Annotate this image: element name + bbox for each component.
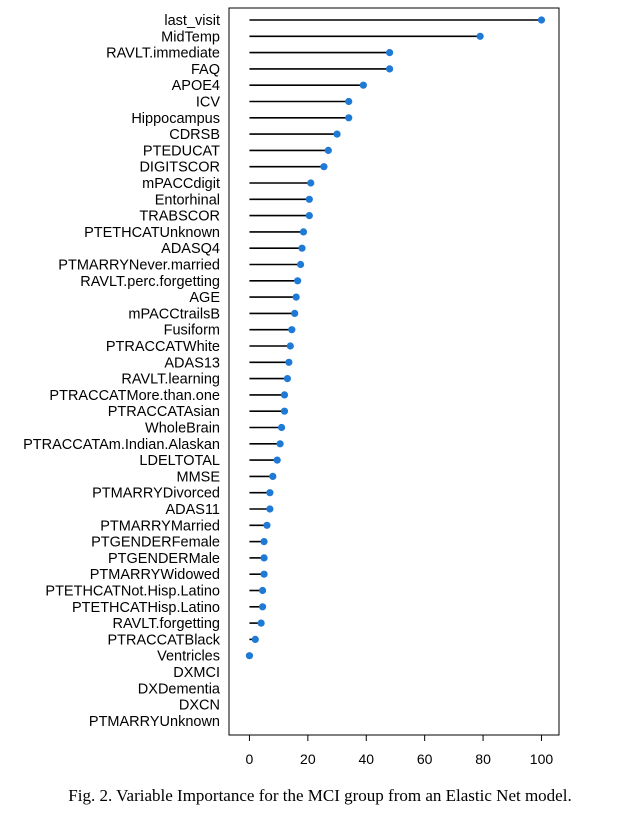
category-label: MidTemp bbox=[161, 29, 220, 45]
data-point bbox=[269, 472, 277, 480]
category-label: PTRACCATWhite bbox=[106, 339, 220, 355]
category-label: DXMCI bbox=[173, 665, 220, 681]
data-point bbox=[299, 228, 308, 236]
data-point bbox=[476, 32, 484, 40]
data-point bbox=[333, 130, 341, 138]
data-point bbox=[280, 407, 289, 415]
data-point bbox=[251, 635, 259, 644]
data-point bbox=[257, 619, 265, 627]
category-label: PTRACCATAm.Indian.Alaskan bbox=[23, 437, 220, 453]
x-tick-label: 60 bbox=[417, 751, 433, 767]
category-label: PTRACCATMore.than.one bbox=[49, 388, 220, 404]
data-point bbox=[305, 195, 313, 203]
data-point bbox=[260, 538, 268, 546]
category-label: DXCN bbox=[179, 698, 220, 714]
data-point bbox=[296, 260, 305, 269]
data-point bbox=[285, 358, 293, 366]
category-label: PTETHCATUnknown bbox=[84, 225, 220, 241]
category-label: Entorhinal bbox=[155, 192, 220, 208]
category-label: PTMARRYNever.married bbox=[58, 258, 220, 274]
x-tick-label: 40 bbox=[358, 751, 374, 767]
category-label: RAVLT.forgetting bbox=[113, 616, 220, 632]
data-point bbox=[283, 375, 292, 383]
category-label: PTGENDERMale bbox=[108, 551, 220, 567]
data-point bbox=[245, 652, 254, 660]
x-tick-label: 100 bbox=[530, 751, 554, 767]
category-label: WholeBrain bbox=[145, 421, 220, 437]
data-point bbox=[359, 81, 367, 89]
data-point bbox=[258, 586, 267, 595]
category-label: FAQ bbox=[191, 62, 220, 78]
data-point bbox=[320, 163, 328, 171]
category-label: PTETHCATNot.Hisp.Latino bbox=[45, 584, 220, 600]
data-point bbox=[273, 456, 281, 464]
data-point bbox=[276, 440, 284, 448]
category-label: Ventricles bbox=[157, 649, 220, 665]
category-label: RAVLT.perc.forgetting bbox=[80, 274, 220, 290]
category-label: ADASQ4 bbox=[161, 241, 220, 257]
data-point bbox=[305, 212, 313, 220]
x-tick-label: 20 bbox=[300, 751, 316, 767]
category-label: PTMARRYUnknown bbox=[89, 714, 220, 730]
plot-frame bbox=[228, 7, 560, 736]
category-label: PTEDUCAT bbox=[143, 143, 220, 159]
data-point bbox=[324, 146, 332, 154]
x-axis: 0 20 40 60 80 100 bbox=[246, 735, 554, 767]
category-label: PTMARRYMarried bbox=[100, 518, 220, 534]
category-label: PTRACCATBlack bbox=[107, 632, 220, 648]
data-point bbox=[288, 326, 296, 334]
data-point bbox=[258, 603, 267, 611]
category-label: AGE bbox=[189, 290, 220, 306]
chart-marks bbox=[245, 16, 546, 660]
category-label: DXDementia bbox=[138, 681, 221, 697]
category-label: mPACCdigit bbox=[142, 176, 220, 192]
category-label: PTMARRYWidowed bbox=[90, 567, 220, 583]
category-label: PTGENDERFemale bbox=[91, 535, 220, 551]
category-label: DIGITSCOR bbox=[139, 160, 220, 176]
data-point bbox=[277, 423, 286, 432]
data-point bbox=[298, 244, 306, 252]
category-label: PTRACCATAsian bbox=[108, 404, 220, 420]
data-point bbox=[260, 570, 268, 578]
data-point bbox=[292, 293, 300, 301]
x-tick-label: 0 bbox=[246, 751, 254, 767]
category-label: ADAS11 bbox=[165, 502, 220, 518]
data-point bbox=[263, 521, 271, 529]
data-point bbox=[286, 342, 294, 350]
data-point bbox=[291, 309, 299, 317]
category-labels: last_visitMidTempRAVLT.immediateFAQAPOE4… bbox=[23, 13, 221, 730]
data-point bbox=[345, 114, 353, 122]
data-point bbox=[294, 277, 302, 285]
data-point bbox=[307, 179, 315, 187]
category-label: LDELTOTAL bbox=[139, 453, 220, 469]
category-label: Fusiform bbox=[164, 323, 220, 339]
data-point bbox=[266, 489, 274, 497]
figure-caption: Fig. 2. Variable Importance for the MCI … bbox=[68, 786, 572, 805]
chart: last_visitMidTempRAVLT.immediateFAQAPOE4… bbox=[23, 7, 560, 767]
data-point bbox=[386, 65, 394, 73]
category-label: mPACCtrailsB bbox=[128, 306, 220, 322]
category-label: RAVLT.learning bbox=[121, 372, 220, 388]
data-point bbox=[345, 97, 353, 106]
x-tick-label: 80 bbox=[475, 751, 491, 767]
data-point bbox=[266, 505, 274, 513]
category-label: PTMARRYDivorced bbox=[92, 486, 220, 502]
category-label: PTETHCATHisp.Latino bbox=[72, 600, 220, 616]
category-label: last_visit bbox=[164, 13, 220, 29]
data-point bbox=[260, 554, 268, 562]
category-label: TRABSCOR bbox=[139, 209, 220, 225]
category-label: APOE4 bbox=[172, 78, 220, 94]
category-label: ICV bbox=[196, 95, 221, 111]
data-point bbox=[280, 391, 289, 399]
category-label: CDRSB bbox=[169, 127, 220, 143]
data-point bbox=[386, 49, 394, 57]
category-label: ADAS13 bbox=[164, 355, 220, 371]
category-label: Hippocampus bbox=[131, 111, 220, 127]
category-label: MMSE bbox=[177, 469, 221, 485]
data-point bbox=[537, 16, 546, 24]
category-label: RAVLT.immediate bbox=[106, 46, 220, 62]
